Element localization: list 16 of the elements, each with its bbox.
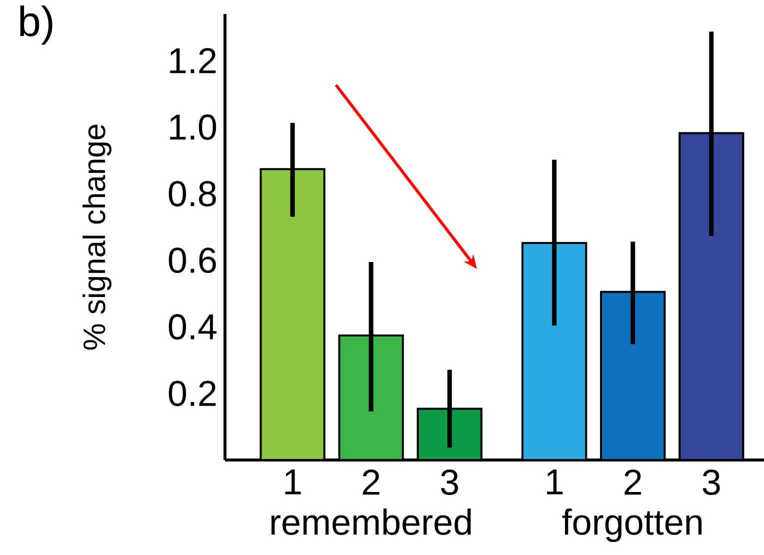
x-tick-label: 2 [362,470,380,495]
text: remembered [271,508,471,535]
y-tick-label: 0.6 [168,248,216,274]
y-tick-label: 1.0 [170,114,216,140]
y-tick-label: 0.2 [168,380,216,406]
y-tick-label: 0.8 [168,181,216,206]
x-tick-label: 3 [440,470,458,496]
y-axis-title: % signal change [82,124,112,350]
x-tick-label: 1 [547,470,563,494]
x-tick-label: 1 [285,470,301,494]
y-tick-label: 0.4 [168,314,216,340]
x-tick-label: 3 [702,470,720,496]
x-tick-label: 2 [624,470,642,495]
y-tick-label: 1.2 [170,48,216,74]
chart-title: b) [20,6,52,45]
text: forgotten [562,508,702,542]
